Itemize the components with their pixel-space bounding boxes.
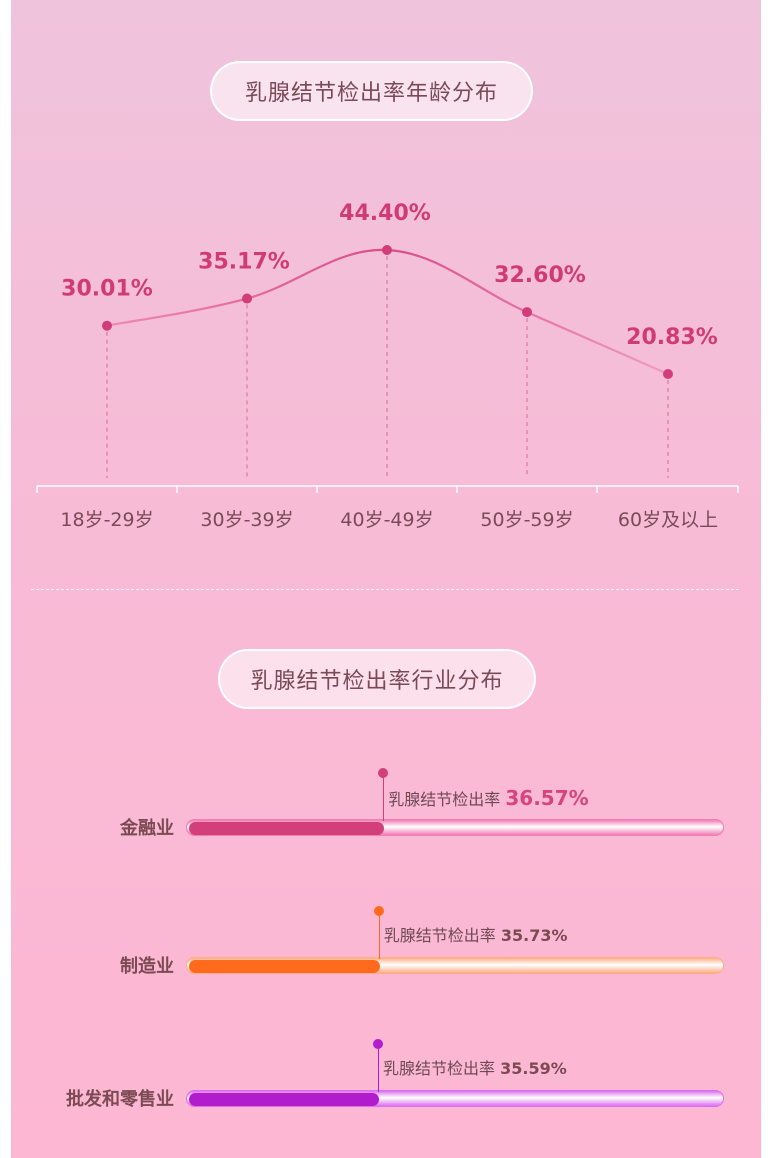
x-tick-label-4: 60岁及以上: [618, 509, 718, 531]
rate-annotation-0: 乳腺结节检出率 36.57%: [388, 786, 588, 810]
data-label-2: 44.40%: [339, 201, 431, 226]
rate-annotation-text-0: 乳腺结节检出率: [388, 790, 506, 809]
age-chart-title: 乳腺结节检出率年龄分布: [210, 61, 533, 121]
marker-stem-0: [383, 776, 385, 821]
data-label-3: 32.60%: [494, 263, 586, 288]
data-label-4: 20.83%: [626, 325, 718, 350]
industry-label-2: 批发和零售业: [66, 1089, 174, 1110]
marker-stem-1: [378, 914, 380, 959]
section-divider: [31, 589, 739, 590]
rate-annotation-1: 乳腺结节检出率 35.73%: [384, 922, 568, 946]
x-tick-label-2: 40岁-49岁: [340, 509, 433, 531]
x-tick-label-3: 50岁-59岁: [480, 509, 573, 531]
x-tick-label-1: 30岁-39岁: [200, 509, 293, 531]
age-distribution-line-chart: 30.01% 35.17% 44.40% 32.60% 20.83% 18岁-29岁 30岁…: [36, 201, 739, 531]
data-point-1: [242, 293, 252, 304]
rate-value-1: 35.73%: [500, 926, 568, 945]
rate-annotation-text-1: 乳腺结节检出率: [383, 926, 501, 945]
bar-fill-0: [189, 822, 385, 835]
bar-track-2: [186, 1090, 724, 1107]
data-point-4: [663, 369, 673, 379]
data-point-3: [522, 307, 532, 318]
rate-value-2: 35.59%: [500, 1059, 567, 1078]
data-label-1: 35.17%: [198, 250, 290, 275]
data-point-0: [102, 320, 112, 331]
rate-annotation-text-2: 乳腺结节检出率: [383, 1059, 501, 1078]
data-point-2: [382, 245, 392, 255]
industry-label-0: 金融业: [120, 818, 174, 839]
industry-label-1: 制造业: [120, 956, 174, 977]
industry-chart-title: 乳腺结节检出率行业分布: [218, 649, 536, 709]
marker-pin-0: [378, 768, 389, 778]
marker-pin-1: [373, 906, 384, 916]
rate-value-0: 36.57%: [505, 786, 589, 810]
bar-fill-1: [189, 960, 380, 973]
marker-stem-2: [378, 1047, 380, 1092]
data-label-0: 30.01%: [61, 277, 153, 302]
marker-pin-2: [373, 1039, 384, 1049]
rate-annotation-2: 乳腺结节检出率 35.59%: [383, 1055, 567, 1079]
x-tick-label-0: 18岁-29岁: [60, 509, 153, 531]
bar-fill-2: [189, 1093, 380, 1106]
bar-track-0: [186, 819, 724, 836]
bar-track-1: [186, 957, 724, 974]
